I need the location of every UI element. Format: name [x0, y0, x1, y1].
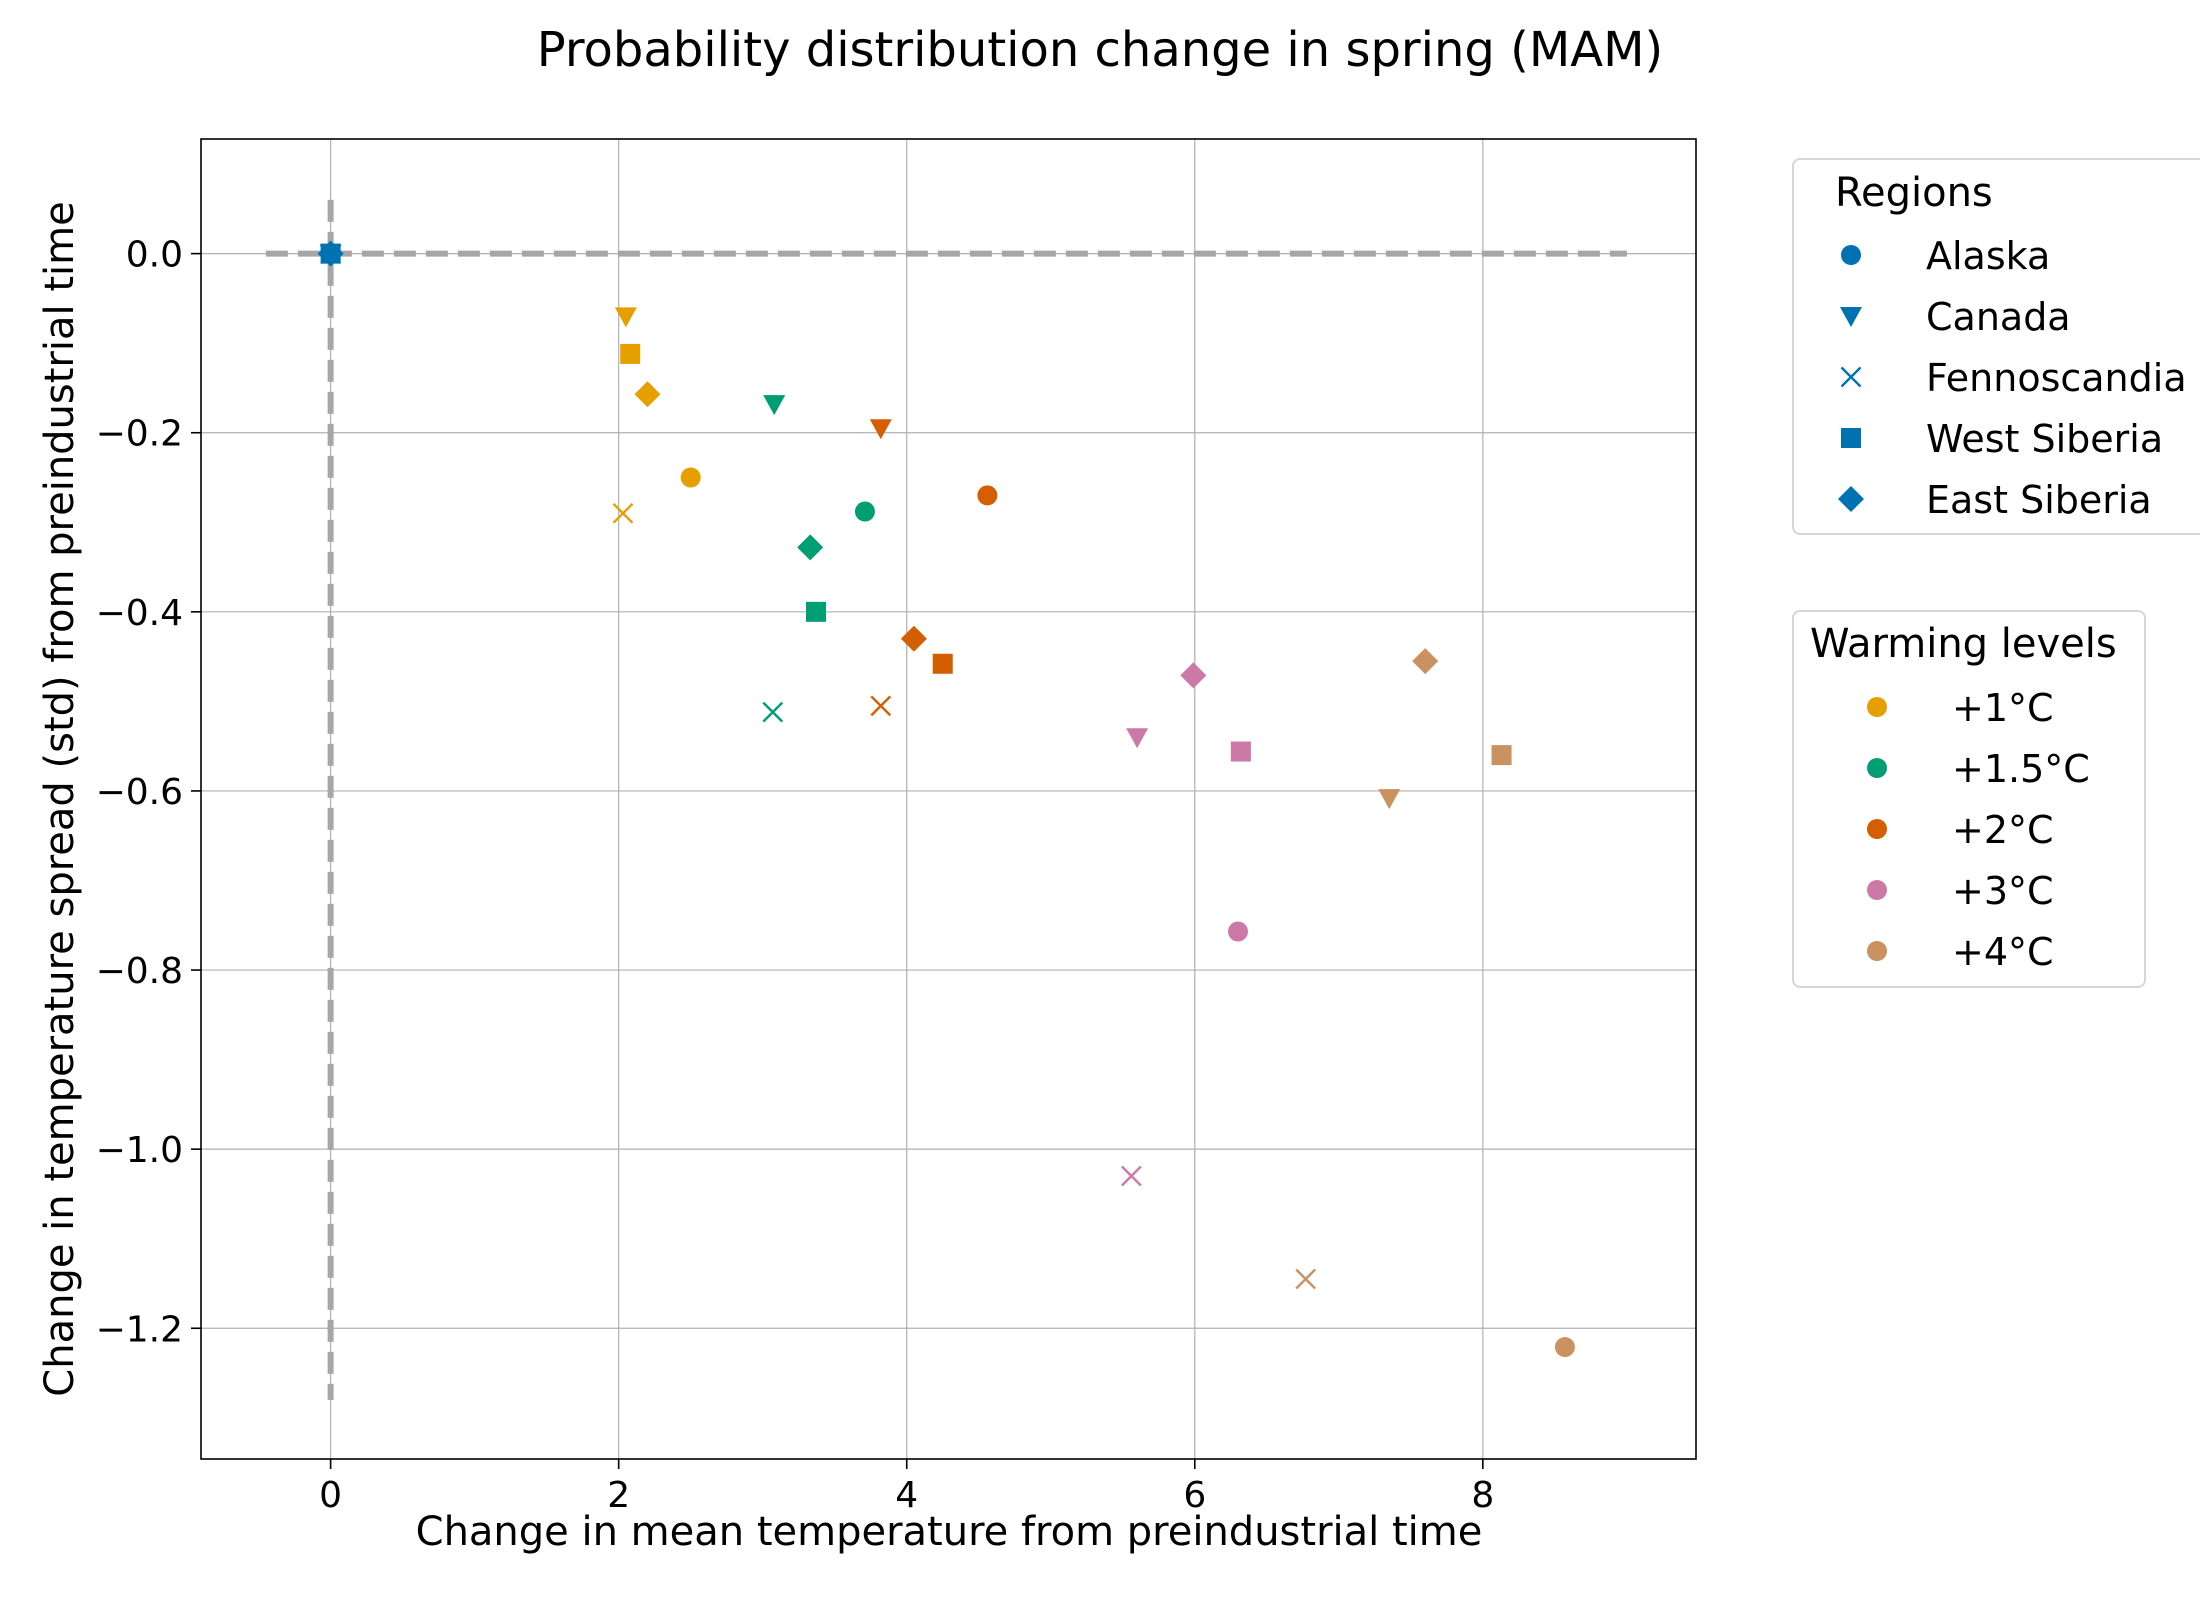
data-point — [977, 485, 998, 506]
data-point — [1227, 921, 1248, 942]
x-tick-label: 4 — [895, 1475, 918, 1516]
legend-level-label: +1.5°C — [1952, 747, 2090, 791]
y-tick-label: −0.8 — [96, 951, 183, 992]
y-axis: 0.0 −0.2 −0.4 −0.6 −0.8 −1.0 −1.2 — [96, 235, 201, 1350]
legend-marker-square — [1841, 428, 1861, 448]
data-point — [762, 701, 784, 723]
legend-regions-items: Alaska Canada Fennoscandia West Siberia East… — [1838, 234, 2187, 522]
data-point — [1126, 728, 1149, 749]
data-point — [870, 695, 892, 717]
grid — [201, 139, 1696, 1459]
legend-region-label: West Siberia — [1926, 417, 2163, 461]
legend-levels-title: Warming levels — [1810, 621, 2117, 667]
legend-level-label: +2°C — [1952, 808, 2054, 852]
y-tick-label: −0.6 — [96, 772, 183, 813]
data-point — [614, 307, 637, 328]
legend-levels-items: +1°C +1.5°C +2°C +3°C +4°C — [1867, 686, 2090, 974]
legend-level-label: +4°C — [1952, 930, 2054, 974]
reference-lines — [265, 199, 1627, 1400]
data-point — [869, 419, 892, 440]
legend-level-marker — [1867, 819, 1887, 839]
data-point — [900, 625, 927, 652]
legend-regions: Regions Alaska Canada Fennoscandia West Sib… — [1792, 158, 2200, 535]
data-point — [932, 653, 953, 674]
legend-region-label: East Siberia — [1926, 478, 2152, 522]
legend-region-label: Canada — [1926, 295, 2071, 339]
legend-marker-diamond — [1838, 486, 1864, 512]
data-point — [1295, 1268, 1317, 1290]
data-point — [763, 395, 786, 416]
data-point — [1554, 1337, 1575, 1358]
data-point — [1180, 662, 1207, 689]
legend-level-label: +3°C — [1952, 869, 2054, 913]
data-point — [1121, 1165, 1142, 1187]
y-tick-label: −0.2 — [96, 414, 183, 455]
legend-levels: Warming levels +1°C +1.5°C +2°C +3°C +4°C — [1792, 610, 2146, 988]
data-point — [1491, 745, 1512, 766]
data-points — [317, 240, 1575, 1358]
data-point — [1230, 741, 1251, 762]
x-axis: 0 2 4 6 8 — [319, 1459, 1494, 1516]
legend-regions-title: Regions — [1835, 170, 1993, 216]
x-tick-label: 8 — [1471, 1475, 1494, 1516]
legend-marker-triangle-down — [1840, 307, 1862, 327]
chart-title: Probability distribution change in sprin… — [537, 22, 1664, 78]
x-tick-label: 6 — [1183, 1475, 1206, 1516]
legend-region-label: Fennoscandia — [1926, 356, 2187, 400]
legend-marker-circle — [1841, 245, 1861, 265]
data-point — [680, 467, 701, 488]
y-tick-label: −0.4 — [96, 593, 183, 634]
data-point — [797, 534, 824, 561]
y-tick-label: −1.0 — [96, 1130, 183, 1171]
legend-region-label: Alaska — [1926, 234, 2050, 278]
data-point — [1378, 789, 1401, 810]
y-axis-label: Change in temperature spread (std) from … — [37, 201, 83, 1396]
data-point — [854, 501, 875, 522]
data-point — [612, 502, 634, 524]
plot-frame — [200, 138, 1697, 1460]
origin-point — [317, 240, 344, 267]
legend-level-marker — [1867, 941, 1887, 961]
x-tick-label: 0 — [319, 1475, 342, 1516]
legend-level-marker — [1867, 758, 1887, 778]
x-axis-label: Change in mean temperature from preindus… — [416, 1509, 1483, 1555]
legend-level-marker — [1867, 880, 1887, 900]
data-point — [1412, 648, 1439, 675]
legend-level-label: +1°C — [1952, 686, 2054, 730]
legend-marker-x — [1840, 366, 1862, 388]
y-tick-label: −1.2 — [96, 1309, 183, 1350]
data-point — [634, 381, 661, 408]
legend-level-marker — [1867, 697, 1887, 717]
x-tick-label: 2 — [607, 1475, 630, 1516]
data-point — [620, 343, 641, 364]
y-tick-label: 0.0 — [126, 235, 183, 276]
legend-regions-frame — [1792, 158, 2200, 535]
data-point — [805, 601, 826, 622]
